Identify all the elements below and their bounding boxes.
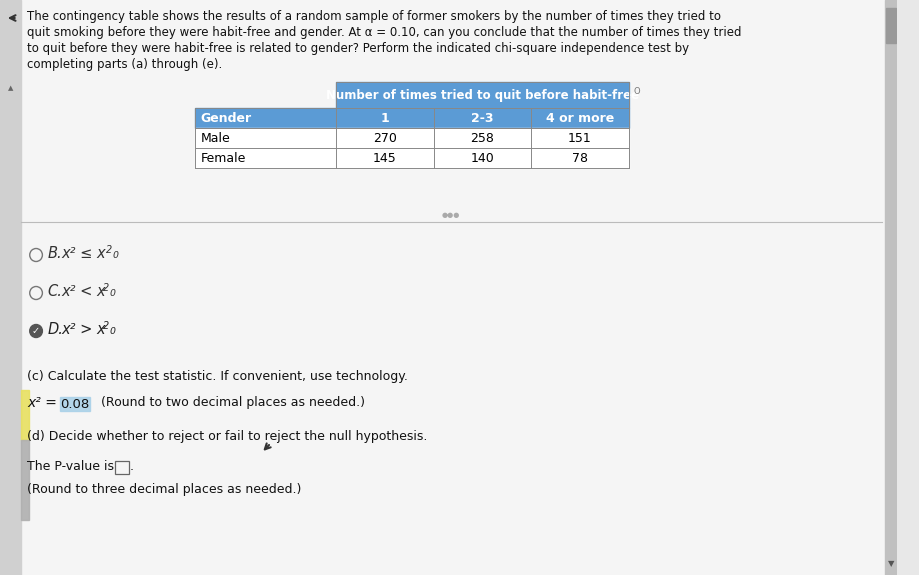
Text: ▲: ▲ (8, 85, 14, 91)
Text: 0.08: 0.08 (61, 397, 89, 411)
Bar (61, 397, 89, 411)
Text: (Round to two decimal places as needed.): (Round to two decimal places as needed.) (93, 396, 364, 409)
Text: quit smoking before they were habit-free and gender. At α = 0.10, can you conclu: quit smoking before they were habit-free… (28, 26, 741, 39)
Text: x² > x: x² > x (62, 323, 106, 338)
Text: B.: B. (48, 247, 62, 262)
Bar (115, 461, 129, 474)
Text: (d) Decide whether to reject or fail to reject the null hypothesis.: (d) Decide whether to reject or fail to … (28, 430, 427, 443)
Bar (530, 108, 628, 128)
Bar (21, 390, 29, 440)
Text: ₀: ₀ (110, 323, 116, 338)
Circle shape (29, 324, 42, 338)
Text: C.: C. (48, 285, 62, 300)
Text: ₀: ₀ (113, 247, 119, 262)
Text: 1: 1 (380, 112, 389, 125)
Text: (c) Calculate the test statistic. If convenient, use technology.: (c) Calculate the test statistic. If con… (28, 370, 408, 383)
Bar (433, 108, 530, 128)
Bar (195, 108, 336, 128)
Bar (336, 82, 628, 108)
Text: x² =: x² = (28, 396, 57, 410)
Text: 4 or more: 4 or more (545, 112, 614, 125)
Text: 140: 140 (471, 151, 494, 164)
Bar (195, 148, 336, 168)
Bar (530, 148, 628, 168)
Bar (433, 128, 530, 148)
Text: Gender: Gender (200, 112, 252, 125)
Text: ●●●: ●●● (441, 212, 459, 218)
Text: ✓: ✓ (32, 326, 40, 336)
Text: 78: 78 (572, 151, 587, 164)
Text: ₀: ₀ (110, 285, 116, 300)
Text: 258: 258 (470, 132, 494, 144)
Text: Number of times tried to quit before habit-free: Number of times tried to quit before hab… (325, 89, 639, 102)
Text: to quit before they were habit-free is related to gender? Perform the indicated : to quit before they were habit-free is r… (28, 42, 688, 55)
Bar (884, 0, 896, 575)
Text: 151: 151 (568, 132, 591, 144)
Text: 2-3: 2-3 (471, 112, 494, 125)
Text: The contingency table shows the results of a random sample of former smokers by : The contingency table shows the results … (28, 10, 720, 23)
Text: ▼: ▼ (887, 559, 893, 568)
Text: The P-value is: The P-value is (28, 460, 119, 473)
Text: completing parts (a) through (e).: completing parts (a) through (e). (28, 58, 222, 71)
Text: x² < x: x² < x (62, 285, 106, 300)
Text: (Round to three decimal places as needed.): (Round to three decimal places as needed… (28, 483, 301, 496)
Bar (885, 8, 895, 43)
Text: Female: Female (200, 151, 246, 164)
Text: D.: D. (48, 323, 63, 338)
Text: 2: 2 (103, 283, 109, 293)
Text: x² ≤ x: x² ≤ x (62, 247, 106, 262)
Text: O: O (633, 87, 640, 96)
Bar (21, 440, 29, 520)
Bar (336, 108, 433, 128)
Bar (195, 128, 336, 148)
Bar (0, 0, 21, 575)
Bar (433, 148, 530, 168)
Text: 270: 270 (373, 132, 396, 144)
Bar (336, 148, 433, 168)
Text: 2: 2 (106, 245, 112, 255)
Text: 145: 145 (373, 151, 396, 164)
Text: 2: 2 (103, 321, 109, 331)
Bar (530, 128, 628, 148)
Text: .: . (130, 460, 133, 473)
Text: Male: Male (200, 132, 231, 144)
Bar (336, 128, 433, 148)
